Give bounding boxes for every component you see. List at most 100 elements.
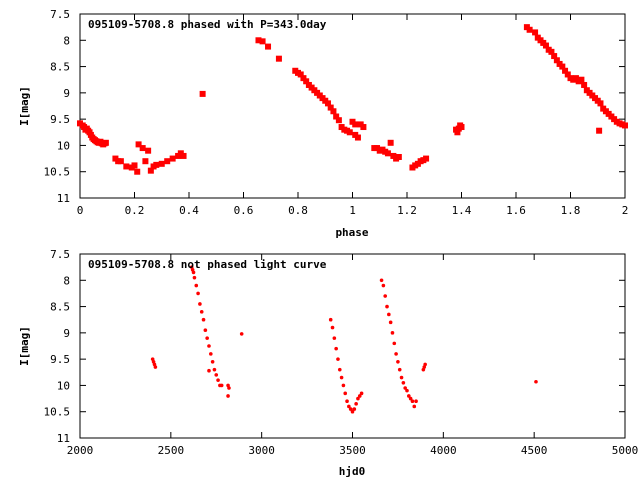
data-point	[346, 129, 353, 136]
data-point	[578, 76, 585, 83]
data-point	[207, 368, 211, 373]
data-point	[219, 383, 224, 388]
data-point	[209, 352, 213, 356]
data-point	[562, 67, 569, 74]
phased-y-axis-title: I[mag]	[18, 86, 31, 126]
data-point	[551, 53, 558, 60]
data-point	[198, 302, 202, 306]
data-point	[410, 399, 415, 404]
data-point	[354, 402, 358, 406]
x-tick-label: 4000	[430, 444, 457, 457]
x-tick-label: 2	[622, 204, 629, 217]
data-point	[348, 407, 353, 411]
data-point	[387, 139, 394, 146]
y-tick-label: 9	[63, 327, 70, 340]
data-point	[135, 141, 142, 148]
y-tick-label: 8	[63, 274, 70, 287]
y-tick-label: 8	[63, 34, 70, 47]
data-point	[226, 394, 230, 398]
data-point	[423, 155, 430, 162]
x-tick-label: 2500	[158, 444, 185, 457]
data-point	[169, 155, 176, 162]
data-point	[333, 113, 340, 120]
data-point	[397, 367, 402, 372]
data-point	[191, 270, 196, 275]
data-point	[259, 38, 266, 45]
data-point	[203, 328, 208, 333]
data-point	[423, 362, 427, 367]
data-point	[192, 275, 197, 280]
data-point	[352, 407, 357, 411]
y-tick-label: 10.5	[44, 166, 71, 179]
y-tick-label: 9	[63, 87, 70, 100]
data-point	[196, 291, 200, 296]
data-point	[212, 367, 217, 372]
phased-axis-ticks: 0 0.2 0.4 0.6 0.8 1 1.2 1.4 1.6 1.8 2 7.5 8 8.5 9 9.5 10…	[44, 8, 629, 217]
data-point	[407, 394, 411, 398]
x-tick-label: 0.4	[179, 204, 199, 217]
data-point	[388, 320, 393, 325]
x-tick-label: 5000	[612, 444, 639, 457]
data-point	[145, 147, 152, 154]
data-point	[352, 121, 359, 128]
data-point	[324, 100, 331, 107]
y-tick-label: 10	[57, 379, 70, 392]
data-point	[142, 158, 149, 165]
data-point	[199, 90, 206, 97]
data-point	[328, 317, 333, 322]
data-point	[399, 375, 404, 380]
phased-panel: 0 0.2 0.4 0.6 0.8 1 1.2 1.4 1.6 1.8 2 7.5 8 8.5 9 9.5 10…	[18, 8, 628, 239]
x-tick-label: 1.8	[561, 204, 581, 217]
data-point	[332, 336, 337, 340]
y-tick-label: 8.5	[50, 61, 70, 74]
data-point	[379, 278, 384, 283]
y-tick-label: 7.5	[50, 248, 70, 261]
unphased-chart-title: 095109-5708.8 not phased light curve	[88, 258, 327, 271]
data-point	[131, 162, 138, 169]
data-point	[297, 71, 304, 78]
y-tick-label: 11	[57, 432, 70, 445]
data-point	[139, 145, 146, 152]
data-point	[458, 124, 465, 131]
data-point	[572, 75, 579, 82]
data-point	[201, 317, 206, 322]
data-point	[383, 294, 388, 298]
data-point	[303, 78, 310, 85]
data-point	[158, 160, 165, 167]
data-point	[396, 359, 400, 364]
data-point	[395, 153, 402, 160]
x-tick-label: 0	[77, 204, 84, 217]
data-point	[412, 404, 417, 409]
data-point	[102, 139, 109, 146]
data-point	[403, 386, 407, 390]
data-point	[336, 357, 340, 361]
data-point	[239, 332, 244, 336]
data-point	[392, 341, 397, 346]
data-point	[548, 48, 555, 55]
y-tick-label: 8.5	[50, 301, 70, 314]
data-point	[553, 57, 560, 64]
data-point	[359, 391, 364, 396]
data-point	[532, 29, 539, 36]
data-point	[335, 117, 342, 124]
data-point	[199, 310, 204, 314]
data-point	[265, 43, 272, 50]
data-point	[581, 81, 588, 88]
data-point	[564, 71, 571, 78]
x-tick-label: 0.2	[125, 204, 145, 217]
data-point	[394, 352, 398, 356]
data-point	[597, 100, 604, 107]
unphased-panel: 2000 2500 3000 3500 4000 4500 5000 7.5 8 8.5 9 9.5 1…	[18, 248, 638, 478]
data-point	[134, 168, 141, 175]
data-point	[327, 104, 334, 111]
data-point	[408, 396, 413, 401]
data-point	[387, 312, 391, 317]
data-point	[622, 122, 628, 129]
data-point	[205, 336, 209, 340]
data-point	[401, 381, 406, 385]
phased-x-axis-title: phase	[335, 226, 368, 239]
phased-chart-title: 095109-5708.8 phased with P=343.0day	[88, 18, 327, 31]
data-point	[341, 383, 346, 388]
y-tick-label: 10.5	[44, 406, 71, 419]
